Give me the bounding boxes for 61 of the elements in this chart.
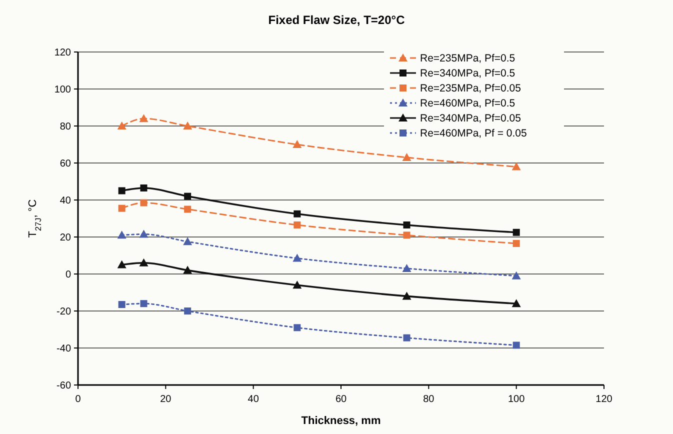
point [403,334,410,342]
point [118,204,126,212]
point [512,342,520,349]
x-tick-label: 20 [160,394,172,405]
point [292,280,302,289]
point [294,210,301,218]
x-tick-label: 40 [248,394,260,405]
point [117,122,126,130]
y-tick-label: -40 [56,344,72,354]
legend-label: Re=340MPa, Pf=0.05 [420,112,522,125]
y-tick-label: 80 [60,122,72,132]
x-axis-title: Thickness, mm [301,415,381,427]
point [403,232,410,239]
point [402,292,412,300]
point [512,299,521,308]
point [294,221,301,228]
legend-label: Re=460MPa, Pf = 0.05 [420,128,527,140]
point [184,206,192,213]
point [294,324,301,332]
point [403,221,410,228]
y-tick-label: 120 [54,48,72,58]
x-tick-label: 60 [335,394,347,405]
legend-label: Re=235MPa, Pf=0.05 [420,82,522,95]
point [512,271,521,280]
point [118,187,126,194]
point [292,140,302,148]
y-tick-label: 60 [60,158,72,170]
legend-label: Re=340MPa, Pf=0.5 [420,68,516,80]
y-tick-label: 40 [60,196,72,206]
y-tick-label: 0 [65,270,72,280]
point [183,266,192,274]
legend-label: Re=460MPa, Pf=0.5 [420,98,516,110]
x-tick-label: 0 [75,394,82,405]
point [512,162,521,170]
point [292,254,302,262]
y-tick-label: 20 [60,232,72,244]
y-tick-label: 100 [54,84,72,96]
y-tick-label: -20 [56,306,72,318]
point [512,228,520,236]
point [512,240,520,247]
point [139,230,148,238]
point [184,308,192,314]
point [183,237,192,246]
chart-title: Fixed Flaw Size, T=20°C [268,13,406,27]
point [140,199,148,206]
point [402,152,412,161]
y-tick-label: -60 [56,380,72,392]
x-tick-label: 80 [423,394,435,405]
x-tick-label: 100 [508,394,526,405]
point [139,114,148,122]
point [402,264,412,272]
legend-label: Re=235MPa, Pf=0.5 [420,52,516,65]
x-tick-label: 120 [596,394,613,405]
point [117,260,126,268]
point [140,300,148,308]
point [140,184,148,192]
point [139,258,148,266]
point [183,122,192,130]
point [118,301,126,308]
point [184,192,192,200]
point [117,230,126,239]
